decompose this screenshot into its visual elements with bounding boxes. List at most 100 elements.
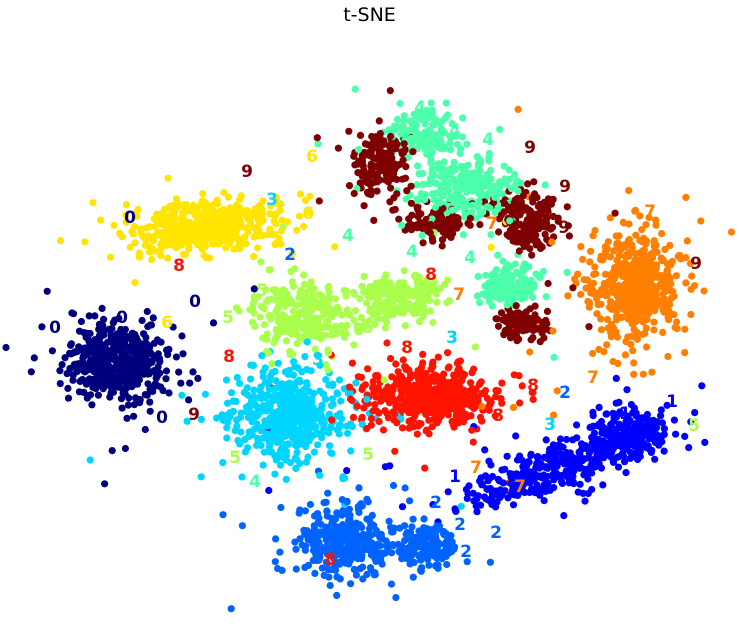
data-point-digit-1 (605, 426, 613, 434)
data-point-digit-8 (483, 394, 492, 403)
data-point-digit-2 (420, 536, 428, 544)
data-point-digit-4 (542, 293, 550, 301)
data-point-digit-4 (563, 268, 571, 276)
data-point-digit-9 (399, 156, 407, 164)
data-point-digit-3 (278, 433, 287, 441)
data-point-digit-9 (517, 198, 525, 206)
data-point-digit-2 (318, 564, 326, 572)
data-point-digit-1 (637, 438, 645, 446)
data-point-digit-5 (265, 296, 273, 304)
data-point-digit-5 (300, 271, 308, 279)
data-point-digit-1 (657, 412, 665, 420)
data-point-digit-3 (310, 448, 318, 456)
data-point-digit-3 (311, 409, 319, 417)
data-point-digit-3 (259, 373, 267, 381)
data-point-digit-1 (623, 386, 631, 394)
data-point-digit-3 (347, 420, 355, 428)
data-point-digit-0 (149, 314, 157, 322)
data-point-digit-7 (526, 348, 534, 356)
data-point-digit-7 (629, 311, 637, 319)
data-point-digit-4 (550, 353, 558, 361)
data-point-digit-1 (660, 447, 668, 455)
data-point-digit-7 (630, 359, 638, 367)
data-point-digit-3 (457, 502, 465, 510)
data-point-digit-9 (533, 316, 541, 324)
data-point-digit-3 (183, 417, 191, 425)
data-point-digit-6 (224, 193, 232, 201)
data-point-digit-8 (452, 391, 460, 399)
data-point-digit-9 (515, 335, 523, 343)
data-point-digit-0 (95, 320, 103, 328)
data-point-digit-9 (516, 221, 524, 229)
data-point-digit-1 (643, 415, 651, 423)
data-point-digit-5 (260, 320, 268, 329)
data-point-digit-5 (295, 294, 303, 302)
data-point-digit-4 (478, 192, 486, 200)
data-point-digit-3 (326, 442, 334, 450)
data-point-digit-9 (449, 230, 457, 238)
data-point-digit-3 (224, 399, 232, 407)
data-point-digit-3 (333, 426, 342, 434)
data-point-digit-4 (479, 208, 487, 216)
data-point-digit-9 (528, 251, 536, 259)
data-point-digit-2 (406, 497, 414, 505)
data-point-digit-4 (474, 160, 482, 168)
data-point-digit-4 (448, 206, 456, 214)
data-point-digit-4 (514, 187, 522, 195)
data-point-digit-5 (295, 319, 304, 327)
data-point-digit-0 (121, 444, 129, 453)
data-point-digit-5 (263, 335, 271, 343)
data-point-digit-7 (606, 253, 615, 261)
data-point-digit-5 (382, 271, 390, 279)
data-point-digit-0 (94, 391, 102, 399)
data-point-digit-2 (384, 540, 392, 549)
data-point-digit-3 (289, 398, 297, 406)
data-point-digit-5 (342, 292, 350, 300)
data-point-digit-7 (603, 315, 612, 324)
data-point-digit-1 (531, 470, 539, 478)
data-point-digit-9 (495, 228, 503, 236)
data-point-digit-9 (367, 148, 375, 156)
data-point-digit-7 (659, 306, 667, 314)
data-point-digit-7 (687, 310, 695, 319)
data-point-digit-5 (340, 333, 349, 341)
data-point-digit-4 (496, 295, 504, 303)
data-point-digit-1 (558, 479, 567, 487)
data-point-digit-4 (385, 126, 393, 134)
data-point-digit-8 (392, 360, 400, 368)
data-point-digit-9 (385, 142, 393, 150)
data-point-digit-4 (528, 293, 537, 301)
data-point-digit-0 (101, 480, 109, 488)
data-point-digit-0 (162, 367, 171, 375)
data-point-digit-4 (452, 179, 460, 187)
data-point-digit-5 (415, 318, 424, 326)
data-point-digit-4 (421, 146, 429, 154)
data-point-digit-5 (263, 330, 271, 338)
data-point-digit-9 (585, 323, 593, 331)
data-point-digit-9 (387, 132, 395, 140)
data-point-digit-6 (266, 210, 274, 218)
data-point-digit-9 (356, 179, 364, 187)
data-point-digit-3 (327, 402, 336, 410)
data-point-digit-3 (255, 424, 264, 432)
data-point-digit-1 (595, 403, 603, 411)
data-point-digit-1 (598, 423, 607, 431)
data-point-digit-8 (357, 373, 365, 381)
data-point-digit-6 (228, 214, 236, 222)
data-point-digit-7 (610, 247, 618, 255)
data-point-digit-5 (429, 318, 437, 327)
data-point-digit-3 (247, 361, 255, 369)
data-point-digit-5 (274, 305, 282, 313)
data-point-digit-3 (266, 372, 275, 380)
data-point-digit-6 (110, 221, 118, 229)
data-point-digit-8 (353, 402, 361, 410)
data-point-digit-7 (585, 303, 593, 311)
data-point-digit-4 (459, 114, 467, 122)
data-point-digit-4 (512, 268, 521, 276)
data-point-digit-9 (363, 188, 372, 196)
data-point-digit-0 (143, 391, 151, 399)
data-point-digit-3 (293, 448, 301, 457)
data-point-digit-9 (427, 220, 435, 229)
data-point-digit-6 (190, 227, 199, 235)
data-point-digit-3 (337, 397, 345, 405)
